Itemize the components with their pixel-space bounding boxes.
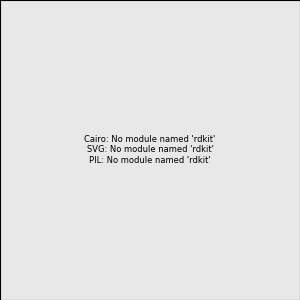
Text: Cairo: No module named 'rdkit'
SVG: No module named 'rdkit'
PIL: No module named: Cairo: No module named 'rdkit' SVG: No m… — [84, 135, 216, 165]
